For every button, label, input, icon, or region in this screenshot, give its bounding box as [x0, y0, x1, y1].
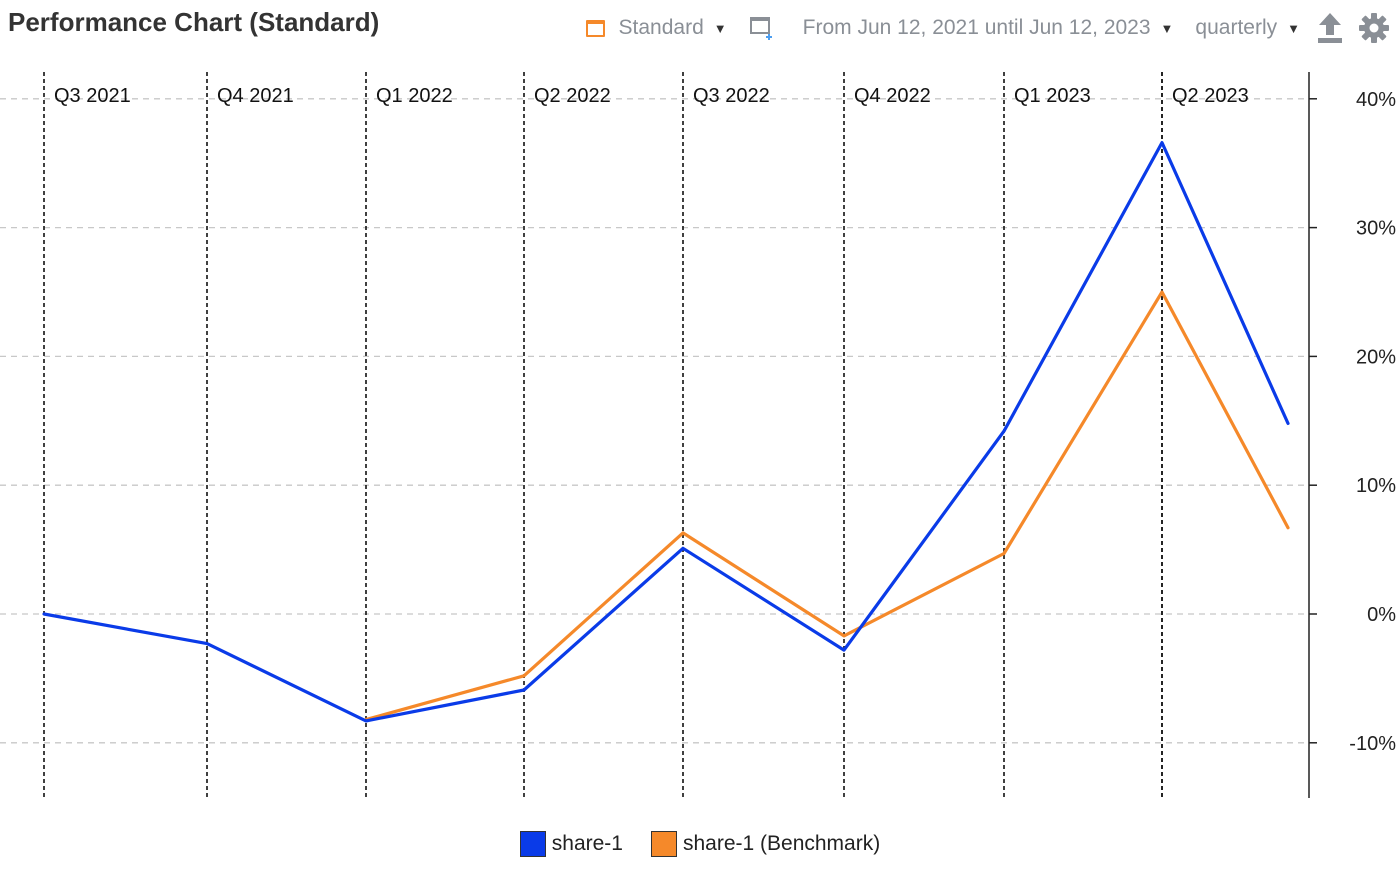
- x-tick-label: Q3 2022: [693, 85, 770, 107]
- date-range-selector[interactable]: From Jun 12, 2021 until Jun 12, 2023 ▼: [803, 16, 1174, 40]
- legend-swatch-benchmark: [650, 831, 677, 857]
- interval-label: quarterly: [1195, 16, 1278, 39]
- view-label: Standard: [618, 16, 704, 39]
- x-tick-label: Q2 2022: [534, 85, 611, 107]
- y-tick-label: -10%: [1349, 733, 1396, 755]
- x-tick-label: Q3 2021: [54, 85, 131, 107]
- legend-label: share-1: [551, 832, 623, 855]
- x-tick-label: Q1 2023: [1014, 85, 1091, 107]
- add-window-icon[interactable]: [749, 15, 775, 41]
- x-tick-label: Q4 2021: [217, 85, 294, 107]
- legend-swatch-share-1: [519, 831, 546, 857]
- y-tick-label: 0%: [1367, 604, 1396, 626]
- view-selector[interactable]: Standard ▼: [585, 16, 727, 40]
- chart-legend: share-1 share-1 (Benchmark): [0, 826, 1400, 862]
- gear-icon[interactable]: [1358, 12, 1390, 44]
- chevron-down-icon: ▼: [1287, 20, 1300, 36]
- x-tick-label: Q2 2023: [1172, 85, 1249, 107]
- export-icon[interactable]: [1316, 11, 1344, 45]
- x-tick-label: Q4 2022: [854, 85, 931, 107]
- interval-selector[interactable]: quarterly ▼: [1195, 16, 1300, 40]
- y-tick-label: 20%: [1356, 346, 1396, 368]
- legend-item-benchmark[interactable]: share-1 (Benchmark): [650, 831, 881, 857]
- legend-item-share-1[interactable]: share-1: [519, 831, 623, 857]
- x-tick-label: Q1 2022: [376, 85, 453, 107]
- y-tick-label: 40%: [1356, 89, 1396, 111]
- y-tick-label: 30%: [1356, 218, 1396, 240]
- date-range-label: From Jun 12, 2021 until Jun 12, 2023: [802, 16, 1151, 39]
- series-line-share-1: [42, 140, 1290, 723]
- chart-view-icon: [585, 19, 605, 37]
- chevron-down-icon: ▼: [1160, 20, 1174, 36]
- chevron-down-icon: ▼: [713, 20, 727, 36]
- chart-toolbar: Standard ▼ From Jun 12, 2021 until Jun 1…: [585, 10, 1390, 46]
- legend-label: share-1 (Benchmark): [682, 832, 881, 855]
- chart-header: Performance Chart (Standard) Standard ▼ …: [0, 0, 1400, 56]
- y-tick-label: 10%: [1356, 475, 1396, 497]
- page-title: Performance Chart (Standard): [8, 7, 380, 37]
- performance-chart: 40% 30% 20% 10% 0% -10% Q3 2021 Q4 2021 Q1 2022 Q…: [0, 72, 1396, 798]
